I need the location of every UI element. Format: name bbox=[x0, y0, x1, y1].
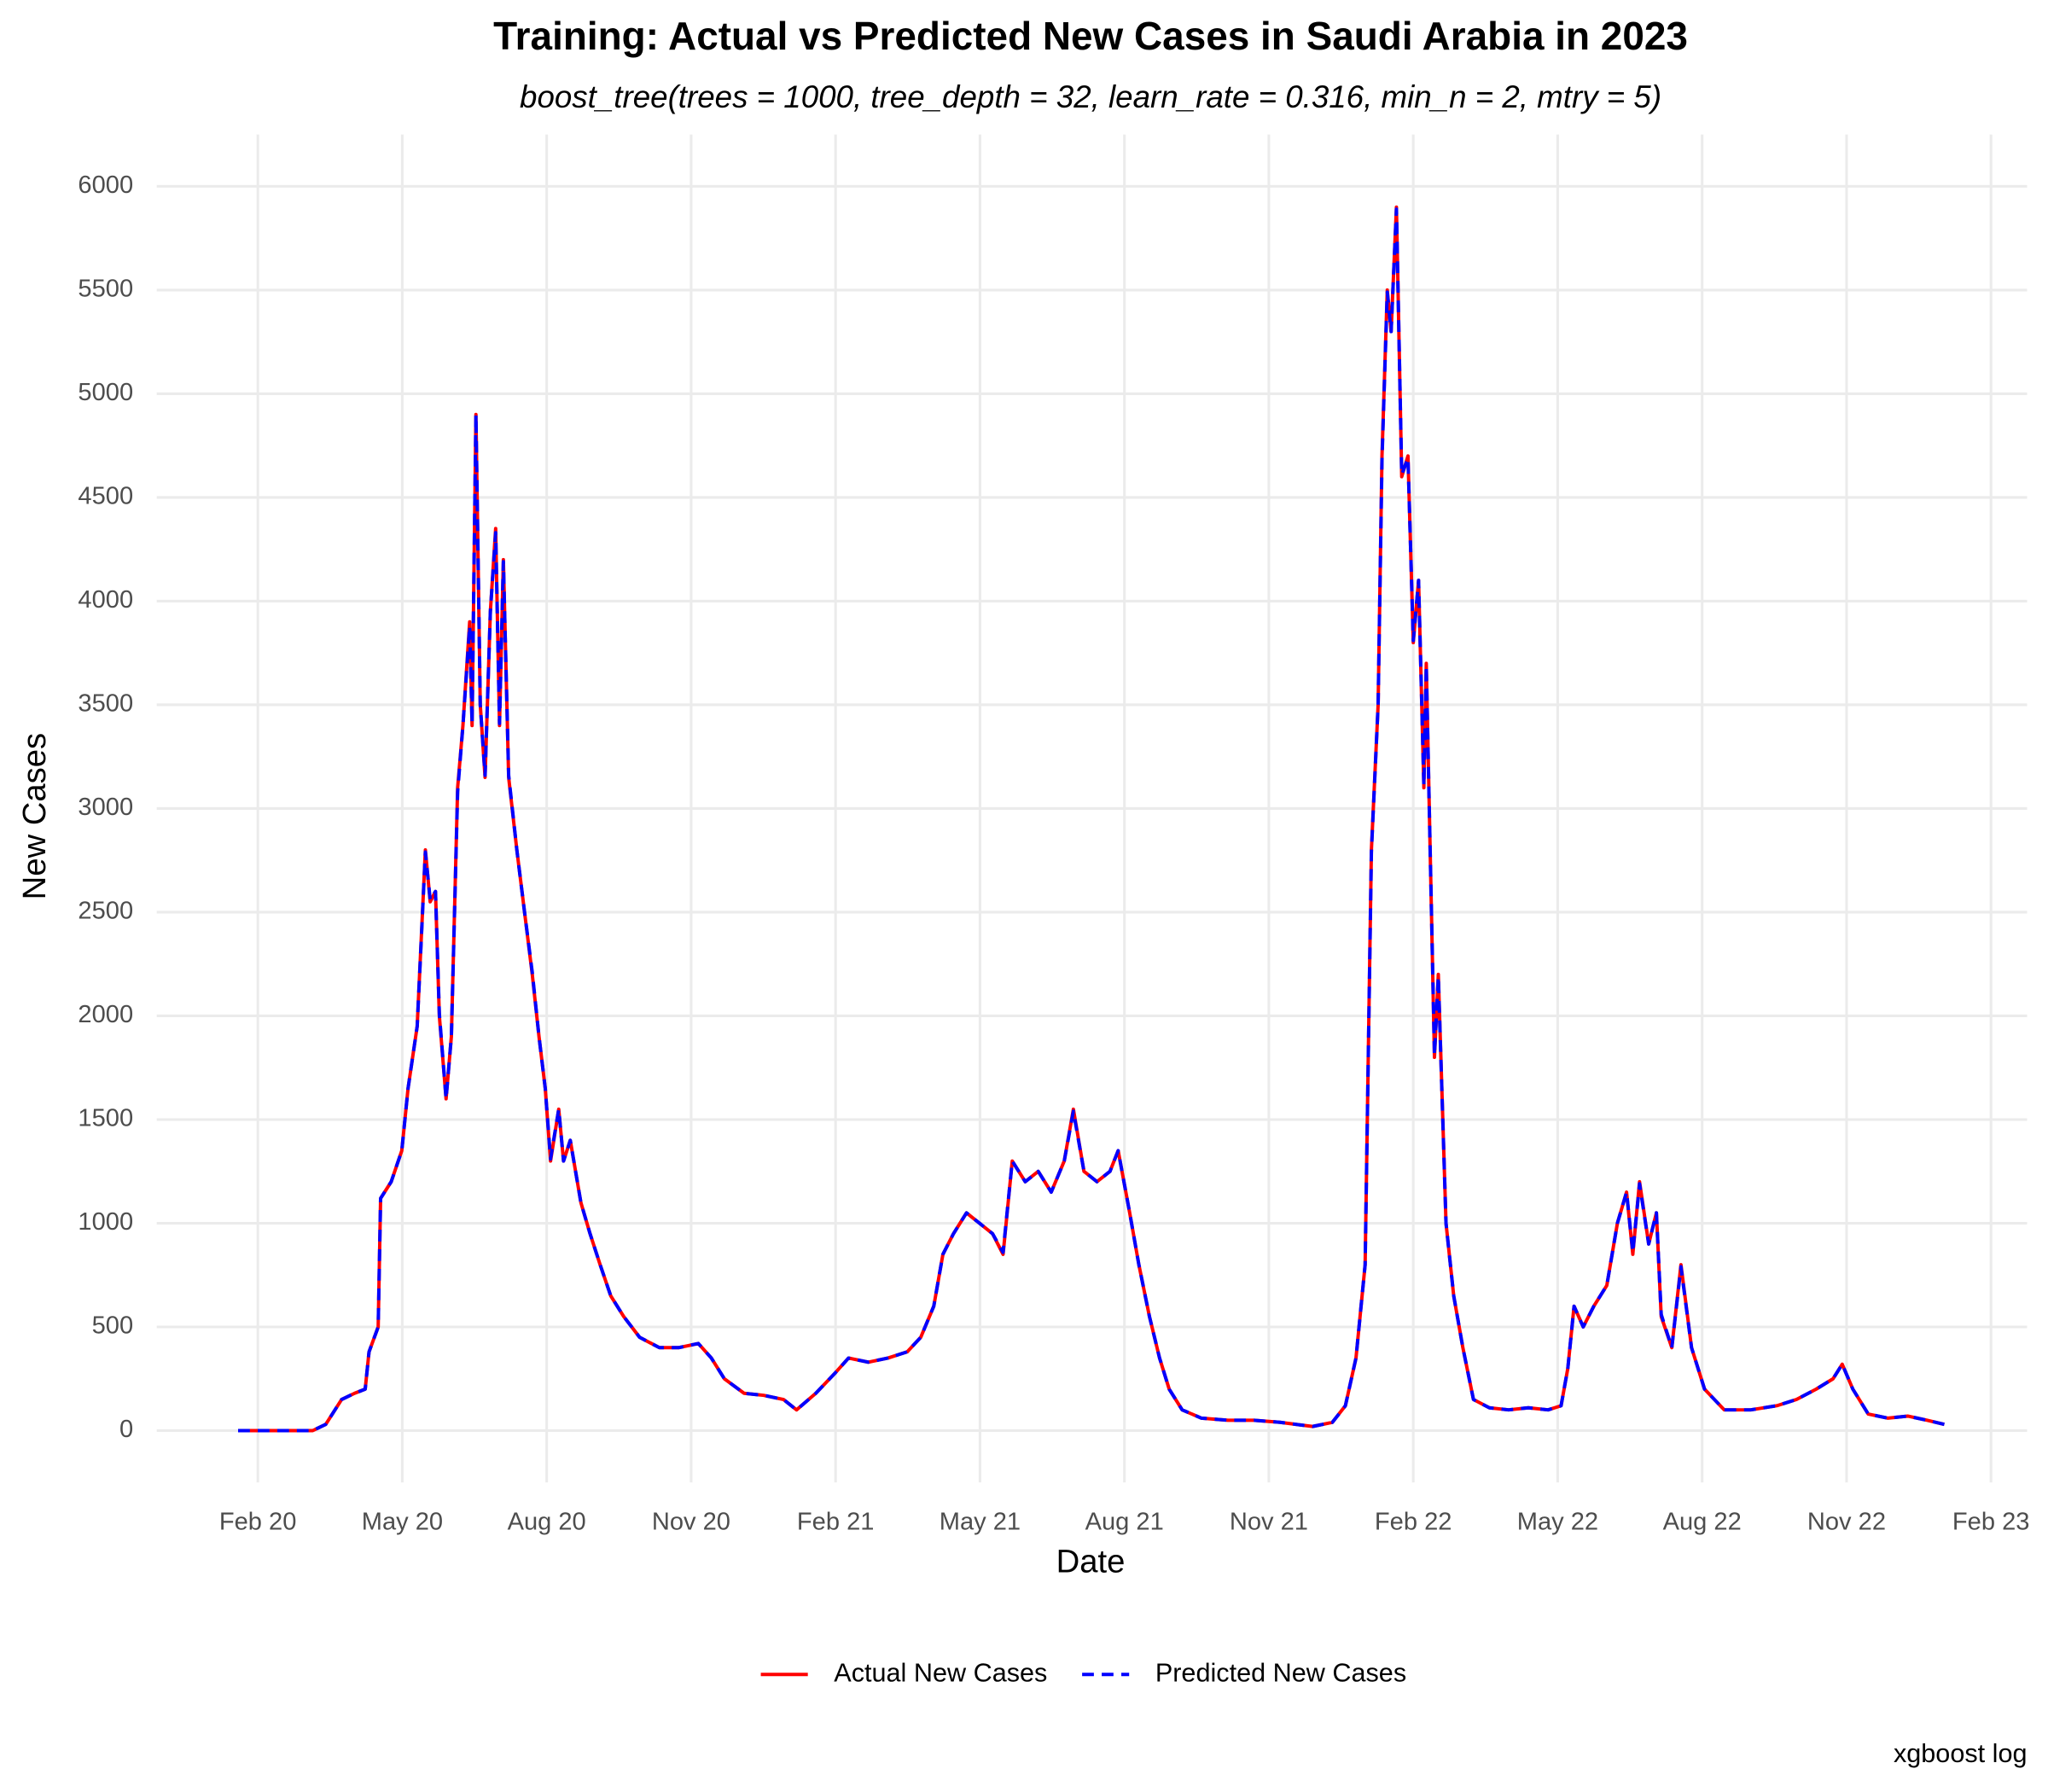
x-tick-label: Feb 21 bbox=[797, 1508, 875, 1535]
x-tick-label: Feb 23 bbox=[1952, 1508, 2030, 1535]
x-tick-label: Nov 20 bbox=[652, 1508, 730, 1535]
y-tick-label: 3500 bbox=[78, 690, 133, 718]
plot-area bbox=[238, 205, 1945, 1433]
chart-title: Training: Actual vs Predicted New Cases … bbox=[493, 14, 1688, 58]
y-tick-label: 5500 bbox=[78, 276, 133, 303]
x-axis-title: Date bbox=[1056, 1543, 1126, 1580]
legend-label: Predicted New Cases bbox=[1155, 1658, 1406, 1687]
x-tick-label: Nov 22 bbox=[1807, 1508, 1886, 1535]
y-tick-label: 6000 bbox=[78, 172, 133, 199]
x-tick-label: Feb 22 bbox=[1375, 1508, 1452, 1535]
legend-label: Actual New Cases bbox=[834, 1658, 1047, 1687]
x-tick-label: Aug 22 bbox=[1663, 1508, 1742, 1535]
y-tick-label: 2000 bbox=[78, 1001, 133, 1028]
x-tick-label: Aug 21 bbox=[1085, 1508, 1164, 1535]
y-tick-label: 2500 bbox=[78, 898, 133, 925]
x-tick-label: Nov 21 bbox=[1230, 1508, 1308, 1535]
y-tick-label: 0 bbox=[119, 1416, 133, 1443]
caption: xgboost log bbox=[1894, 1739, 2028, 1768]
y-tick-label: 4500 bbox=[78, 483, 133, 510]
x-tick-label: May 22 bbox=[1517, 1508, 1598, 1535]
series-line bbox=[238, 207, 1945, 1433]
y-tick-label: 1000 bbox=[78, 1208, 133, 1236]
y-tick-label: 5000 bbox=[78, 379, 133, 406]
legend: Actual New Cases Predicted New Cases bbox=[760, 1658, 1406, 1687]
chart-subtitle: boost_tree(trees = 1000, tree_depth = 32… bbox=[520, 79, 1661, 114]
y-axis-title: New Cases bbox=[16, 733, 53, 900]
x-tick-label: May 21 bbox=[940, 1508, 1021, 1535]
y-tick-label: 500 bbox=[92, 1312, 134, 1340]
x-tick-label: May 20 bbox=[362, 1508, 443, 1535]
y-tick-label: 1500 bbox=[78, 1105, 133, 1132]
y-tick-label: 3000 bbox=[78, 794, 133, 821]
y-tick-label: 4000 bbox=[78, 586, 133, 614]
x-tick-label: Feb 20 bbox=[219, 1508, 297, 1535]
grid: 0 500 1000 1500 2000 2500 3000 3500 4000 4500 5000… bbox=[78, 134, 2030, 1535]
x-tick-label: Aug 20 bbox=[508, 1508, 586, 1535]
